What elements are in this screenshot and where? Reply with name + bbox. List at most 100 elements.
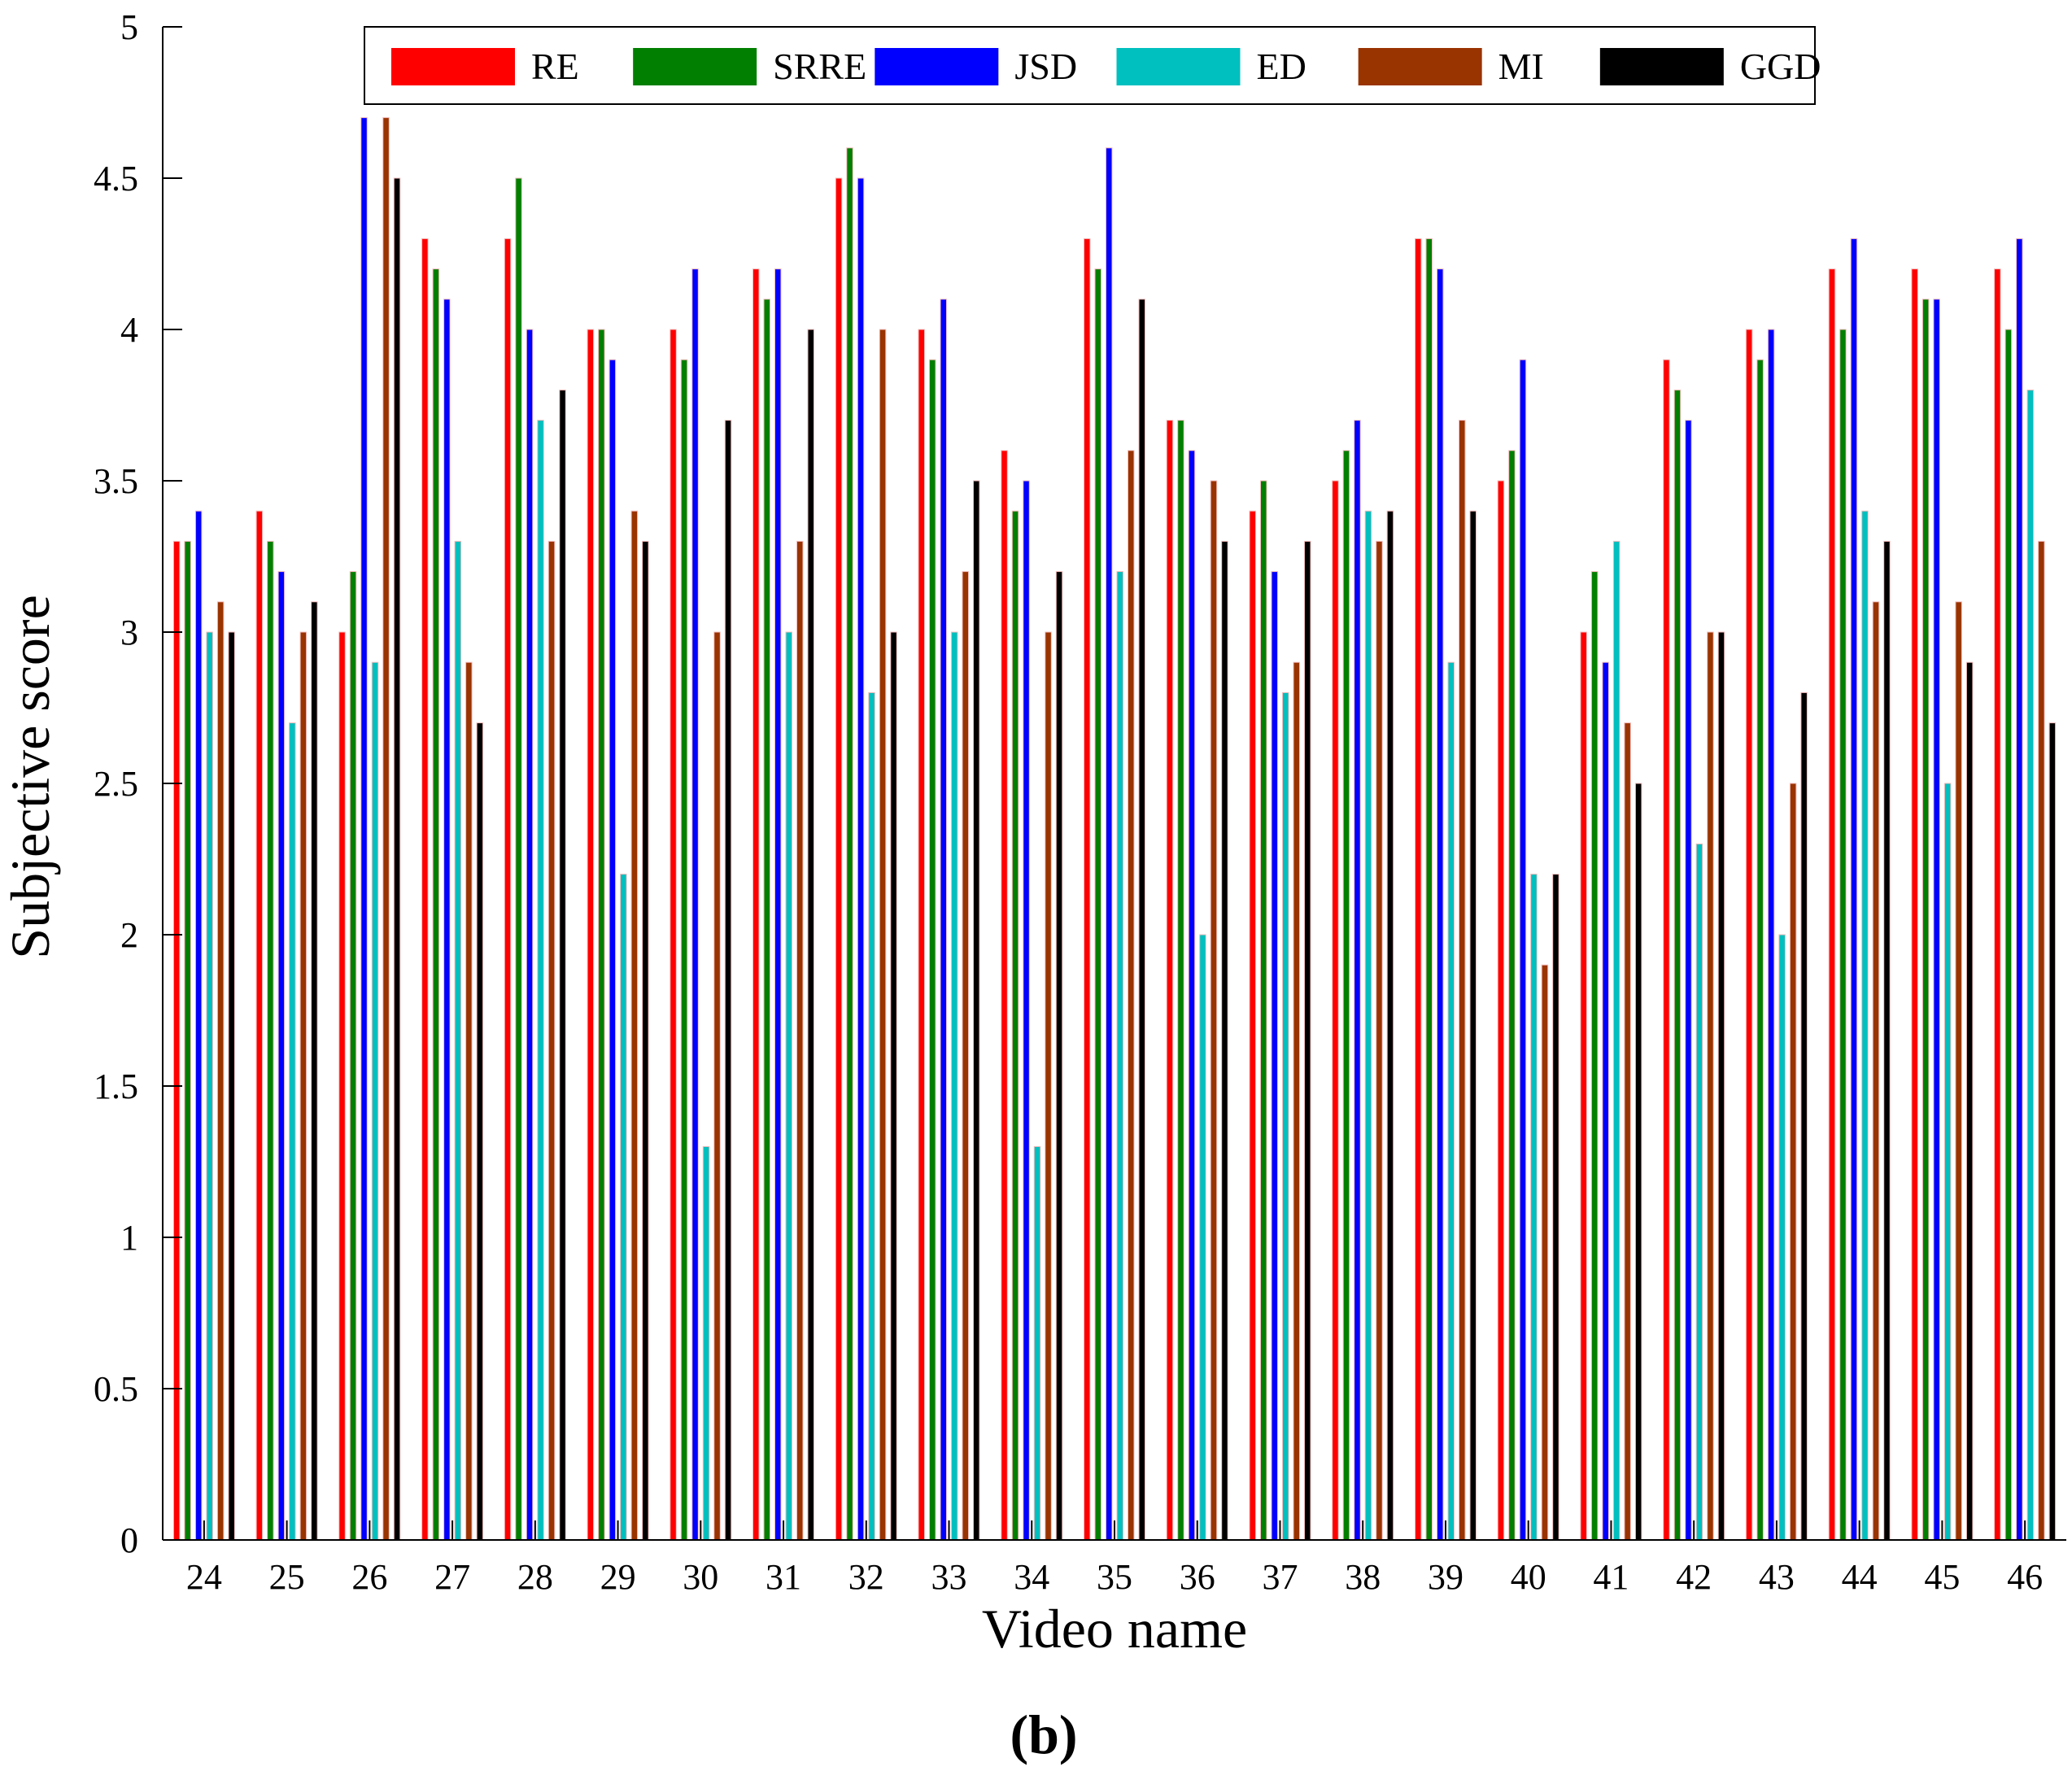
bar-re-41 [1580, 631, 1587, 1541]
x-tick-label: 25 [269, 1557, 305, 1597]
bar-srre-35 [1094, 268, 1101, 1541]
bar-jsd-33 [940, 299, 947, 1541]
bar-mi-44 [1872, 601, 1880, 1541]
bar-ggd-24 [228, 631, 235, 1541]
bar-ed-35 [1116, 571, 1123, 1541]
bar-re-26 [338, 631, 346, 1541]
bar-ed-30 [702, 1145, 710, 1541]
axes-layer: 0 0.5 1 1.5 2 2.5 3 3.5 4 4.5 5 24 25 26 27 28 29 30 31 32 3… [94, 7, 2066, 1597]
bar-ggd-44 [1883, 540, 1891, 1541]
bar-ggd-36 [1221, 540, 1228, 1541]
legend-swatch-re [391, 48, 515, 85]
bar-ed-26 [371, 661, 379, 1541]
bar-srre-41 [1590, 571, 1599, 1541]
bar-jsd-37 [1271, 571, 1278, 1541]
x-tick-label: 26 [351, 1557, 387, 1597]
x-tick-label: 42 [1676, 1557, 1712, 1597]
bar-ggd-25 [311, 601, 318, 1541]
bar-ed-38 [1364, 510, 1372, 1541]
bar-ggd-41 [1634, 783, 1642, 1541]
bar-ggd-31 [807, 329, 814, 1541]
legend: RE SRRE JSD ED MI GGD [364, 26, 1821, 105]
legend-swatch-ed [1116, 48, 1241, 85]
legend-swatch-mi [1358, 48, 1482, 85]
bar-jsd-31 [774, 268, 782, 1541]
bar-ggd-33 [973, 480, 980, 1541]
bar-re-30 [670, 329, 677, 1541]
bar-mi-27 [465, 661, 473, 1541]
legend-swatch-srre [633, 48, 757, 85]
bar-ed-43 [1778, 934, 1786, 1541]
legend-label-mi: MI [1498, 46, 1544, 87]
bar-jsd-41 [1602, 661, 1609, 1541]
bar-mi-24 [216, 601, 225, 1541]
bar-srre-28 [515, 177, 522, 1541]
x-tick-label: 39 [1428, 1557, 1463, 1597]
bar-jsd-34 [1023, 480, 1030, 1541]
bar-mi-25 [299, 631, 308, 1541]
bar-mi-38 [1376, 540, 1383, 1541]
x-tick-label: 32 [848, 1557, 884, 1597]
bar-re-28 [504, 238, 512, 1541]
bar-mi-43 [1789, 783, 1797, 1541]
bar-re-27 [421, 238, 429, 1541]
x-tick-label: 46 [2007, 1557, 2043, 1597]
bar-mi-46 [2038, 540, 2045, 1541]
bar-ed-41 [1612, 540, 1621, 1541]
bar-jsd-28 [526, 329, 534, 1541]
bar-mi-30 [713, 631, 721, 1541]
y-tick-label: 3.5 [94, 461, 138, 501]
bar-srre-26 [349, 571, 357, 1541]
bar-jsd-27 [443, 299, 451, 1541]
bar-re-45 [1911, 268, 1918, 1541]
bar-jsd-44 [1850, 238, 1858, 1541]
bar-srre-34 [1011, 510, 1019, 1541]
y-axis-title: Subjective score [0, 595, 61, 959]
bar-srre-44 [1839, 329, 1847, 1541]
bar-mi-33 [962, 571, 969, 1541]
y-tick-label: 3 [120, 613, 138, 652]
y-tick-label: 2.5 [94, 764, 138, 804]
x-tick-label: 35 [1097, 1557, 1132, 1597]
bar-srre-31 [763, 299, 770, 1541]
bar-re-32 [835, 177, 843, 1541]
bar-ed-45 [1943, 783, 1952, 1541]
bar-re-46 [1994, 268, 2001, 1541]
legend-label-ed: ED [1257, 46, 1306, 87]
bar-re-33 [918, 329, 925, 1541]
bar-mi-40 [1541, 964, 1549, 1541]
panel-label: (b) [1010, 1703, 1077, 1765]
x-tick-label: 29 [600, 1557, 636, 1597]
bar-ed-36 [1199, 934, 1206, 1541]
x-tick-label: 40 [1511, 1557, 1546, 1597]
legend-box [364, 26, 1816, 105]
x-tick-label: 45 [1924, 1557, 1960, 1597]
bar-re-44 [1828, 268, 1836, 1541]
x-tick-label: 37 [1262, 1557, 1298, 1597]
bar-ed-28 [537, 420, 544, 1541]
bar-ggd-27 [476, 722, 484, 1541]
bar-jsd-38 [1354, 420, 1361, 1541]
bar-ggd-46 [2048, 722, 2057, 1541]
bar-mi-31 [796, 540, 804, 1541]
bar-re-36 [1166, 420, 1174, 1541]
x-tick-label: 43 [1759, 1557, 1795, 1597]
bar-srre-27 [432, 268, 440, 1541]
x-tick-label: 30 [683, 1557, 718, 1597]
bar-ed-34 [1033, 1145, 1041, 1541]
legend-swatch-jsd [875, 48, 999, 85]
bar-ggd-28 [559, 389, 566, 1541]
x-tick-label: 24 [186, 1557, 222, 1597]
bar-ggd-35 [1138, 299, 1145, 1541]
bar-jsd-43 [1767, 329, 1775, 1541]
bar-srre-40 [1508, 450, 1516, 1541]
legend-label-ggd: GGD [1740, 46, 1821, 87]
bar-ed-31 [785, 631, 792, 1541]
bar-srre-32 [846, 147, 853, 1541]
bar-jsd-39 [1437, 268, 1444, 1541]
bar-jsd-45 [1933, 299, 1940, 1541]
bar-ed-42 [1695, 843, 1703, 1541]
bar-re-39 [1415, 238, 1422, 1541]
bar-jsd-24 [194, 510, 203, 1541]
bar-ggd-32 [890, 631, 897, 1541]
